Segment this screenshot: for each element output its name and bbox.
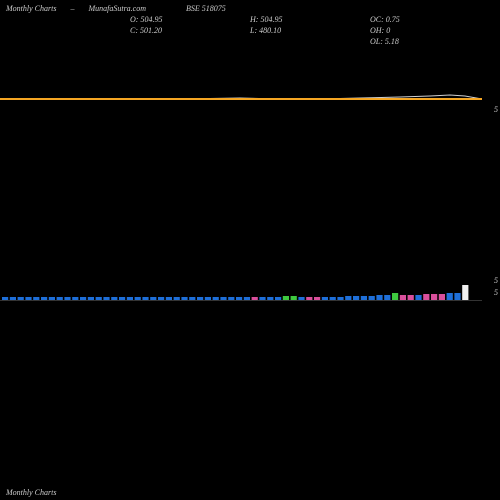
ohlc-block: O: 504.95 H: 504.95 OC: 0.75 C: 501.20 L… [130, 14, 420, 48]
ohlc-oh: OH: 0 [370, 25, 420, 36]
chart-header: Monthly Charts – MunafaSutra.com BSE 518… [6, 4, 494, 13]
upper-price-chart [0, 90, 482, 106]
ohlc-ol: OL: 5.18 [370, 36, 420, 47]
ohlc-oc: OC: 0.75 [370, 14, 420, 25]
title-dash: – [70, 4, 74, 13]
lower-baseline [0, 300, 482, 301]
upper-axis-label: 5 [494, 105, 498, 114]
price-orange-line [0, 98, 482, 100]
lower-volume-chart [0, 275, 482, 301]
volume-bars [0, 275, 482, 301]
footer-title: Monthly Charts [6, 488, 56, 497]
ohlc-high: H: 504.95 [250, 14, 310, 25]
chart-title: Monthly Charts [6, 4, 56, 13]
volume-bar [462, 285, 468, 301]
ohlc-close: C: 501.20 [130, 25, 190, 36]
ticker-label: BSE 518075 [186, 4, 226, 13]
ohlc-open: O: 504.95 [130, 14, 190, 25]
lower-axis-label-2: 5 [494, 288, 498, 297]
ohlc-low: L: 480.10 [250, 25, 310, 36]
brand-label: MunafaSutra.com [88, 4, 146, 13]
lower-axis-label-1: 5 [494, 276, 498, 285]
